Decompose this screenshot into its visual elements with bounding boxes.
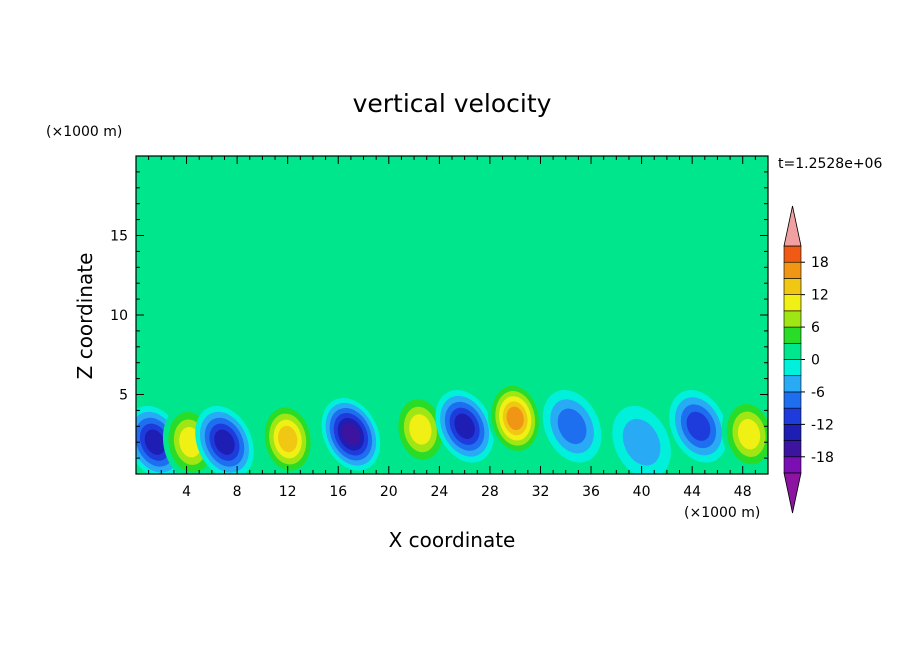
y-axis-label: Z coordinate	[73, 253, 97, 380]
field-region	[720, 156, 768, 240]
contour-level	[341, 422, 361, 446]
colorbar-extend-max	[783, 205, 802, 247]
colorbar-segment	[783, 261, 802, 279]
colorbar-segment	[783, 278, 802, 295]
x-tick-label: 48	[734, 484, 752, 500]
colorbar-segment	[783, 310, 802, 328]
colorbar-tick-label: -12	[811, 417, 834, 433]
colorbar-segment	[783, 424, 802, 441]
x-tick-label: 44	[683, 484, 701, 500]
cell-updraft	[162, 404, 218, 474]
y-axis: 5 10 15	[110, 171, 768, 459]
cell-downdraft	[321, 397, 381, 471]
colorbar-segment	[783, 342, 802, 360]
colorbar-extend-min	[783, 472, 802, 514]
colorbar-segment	[783, 245, 802, 263]
contour-level	[686, 411, 711, 441]
contour-level	[214, 429, 235, 455]
field-region	[136, 300, 768, 390]
contour-level	[278, 425, 298, 453]
cell-downdraft	[542, 390, 602, 463]
x-tick-label: 24	[430, 484, 448, 500]
contour-level	[622, 418, 661, 466]
colorbar-tick-label: 6	[811, 320, 820, 336]
y-tick-label: 5	[119, 388, 128, 404]
colorbar-segment	[783, 440, 802, 458]
colorbar-tick-label: 0	[811, 353, 820, 369]
y-tick-label: 10	[110, 308, 128, 324]
y-tick-label: 15	[110, 229, 128, 245]
cell-updraft	[487, 380, 543, 457]
contour-level	[557, 408, 587, 445]
x-tick-label: 32	[532, 484, 550, 500]
x-tick-label: 8	[233, 484, 242, 500]
contour-level	[144, 429, 166, 455]
time-label: t=1.2528e+06	[778, 156, 882, 172]
colorbar-tick-label: 18	[811, 255, 829, 271]
colorbar-segment	[783, 294, 802, 312]
cell-updraft	[260, 401, 316, 474]
cell-downdraft	[669, 390, 728, 463]
x-tick-label: 40	[633, 484, 651, 500]
x-tick-label: 4	[182, 484, 191, 500]
cell-updraft	[721, 396, 768, 472]
y-unit-label: (×1000 m)	[46, 124, 122, 140]
x-tick-label: 36	[582, 484, 600, 500]
contour-level	[737, 419, 761, 450]
cell-downdraft	[435, 390, 494, 463]
colorbar-tick-label: 12	[811, 288, 829, 304]
contour-level	[506, 406, 524, 431]
colorbar-segment	[783, 456, 802, 474]
colorbar-tick-label: -6	[811, 385, 825, 401]
cell-downdraft	[612, 405, 671, 474]
colorbar-segment	[783, 407, 802, 425]
x-axis-label: X coordinate	[389, 528, 516, 552]
contour-field	[136, 156, 768, 474]
colorbar-tick-label: -18	[811, 450, 834, 466]
x-tick-label: 20	[380, 484, 398, 500]
colorbar-segment	[783, 391, 802, 409]
x-tick-label: 12	[279, 484, 297, 500]
contour-level	[409, 414, 432, 445]
cell-updraft	[393, 391, 448, 468]
cell-downdraft	[195, 405, 254, 474]
x-tick-label: 28	[481, 484, 499, 500]
x-axis: 4 8 12 16 20 24 28 32 36 40 44 48	[148, 156, 756, 500]
chart-title: vertical velocity	[353, 89, 552, 118]
colorbar-segment	[783, 326, 802, 344]
colorbar-segment	[783, 375, 802, 393]
colorbar-segment	[783, 359, 802, 377]
field-region	[190, 156, 338, 350]
colorbar: 18 12 6 0 -6 -12 -18	[783, 205, 834, 514]
x-tick-label: 16	[329, 484, 347, 500]
contour-level	[454, 413, 475, 440]
x-unit-label: (×1000 m)	[684, 505, 760, 521]
field-region	[420, 156, 640, 350]
